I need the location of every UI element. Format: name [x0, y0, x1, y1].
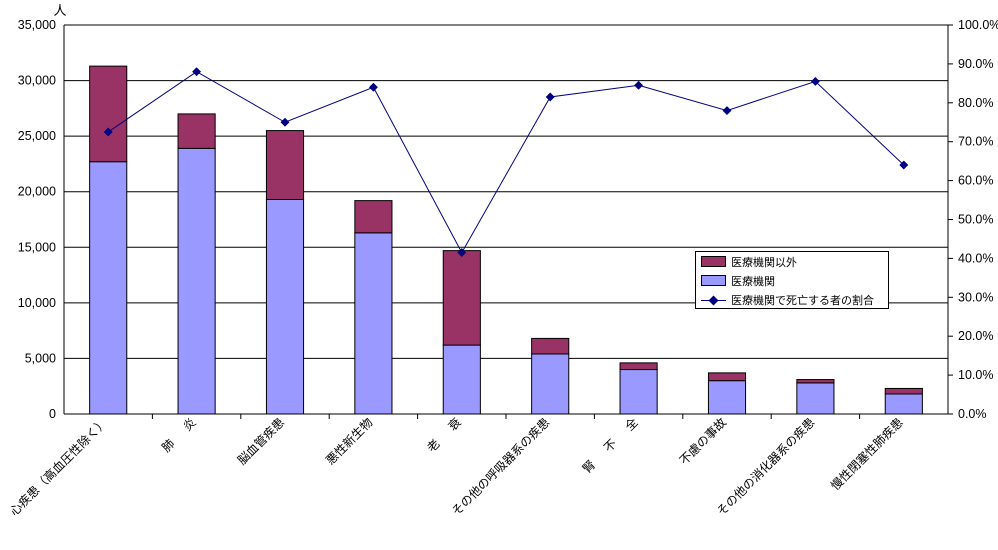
- svg-text:5,000: 5,000: [25, 351, 56, 365]
- svg-text:70.0%: 70.0%: [958, 135, 993, 149]
- svg-text:35,000: 35,000: [18, 18, 56, 32]
- svg-text:25,000: 25,000: [18, 129, 56, 143]
- svg-text:その他の消化器系の疾患: その他の消化器系の疾患: [714, 415, 818, 519]
- svg-text:悪性新生物: 悪性新生物: [322, 415, 375, 468]
- svg-text:老: 老: [424, 436, 442, 454]
- svg-text:15,000: 15,000: [18, 240, 56, 254]
- svg-text:10,000: 10,000: [18, 296, 56, 310]
- svg-text:0: 0: [49, 407, 56, 421]
- svg-text:心疾患（高血圧性除く）: 心疾患（高血圧性除く）: [6, 415, 110, 519]
- svg-text:その他の呼吸器系の疾患: その他の呼吸器系の疾患: [448, 415, 552, 519]
- svg-text:炎: 炎: [180, 415, 198, 433]
- svg-text:100.0%: 100.0%: [958, 18, 998, 32]
- svg-text:30,000: 30,000: [18, 74, 56, 88]
- svg-text:腎: 腎: [580, 458, 598, 476]
- svg-text:衰: 衰: [445, 415, 464, 434]
- svg-text:肺: 肺: [159, 436, 177, 454]
- svg-text:20.0%: 20.0%: [958, 329, 993, 343]
- svg-text:不: 不: [601, 436, 619, 454]
- svg-text:30.0%: 30.0%: [958, 290, 993, 304]
- svg-text:80.0%: 80.0%: [958, 96, 993, 110]
- svg-text:全: 全: [622, 415, 641, 434]
- svg-text:90.0%: 90.0%: [958, 57, 993, 71]
- svg-text:脳血管疾患: 脳血管疾患: [234, 415, 287, 468]
- svg-text:50.0%: 50.0%: [958, 213, 993, 227]
- svg-text:60.0%: 60.0%: [958, 174, 993, 188]
- svg-text:10.0%: 10.0%: [958, 368, 993, 382]
- svg-text:40.0%: 40.0%: [958, 251, 993, 265]
- svg-text:20,000: 20,000: [18, 185, 56, 199]
- svg-text:慢性閉塞性肺疾患: 慢性閉塞性肺疾患: [827, 415, 905, 493]
- svg-text:不慮の事故: 不慮の事故: [676, 415, 729, 468]
- svg-text:0.0%: 0.0%: [958, 407, 987, 421]
- svg-text:人: 人: [53, 3, 66, 18]
